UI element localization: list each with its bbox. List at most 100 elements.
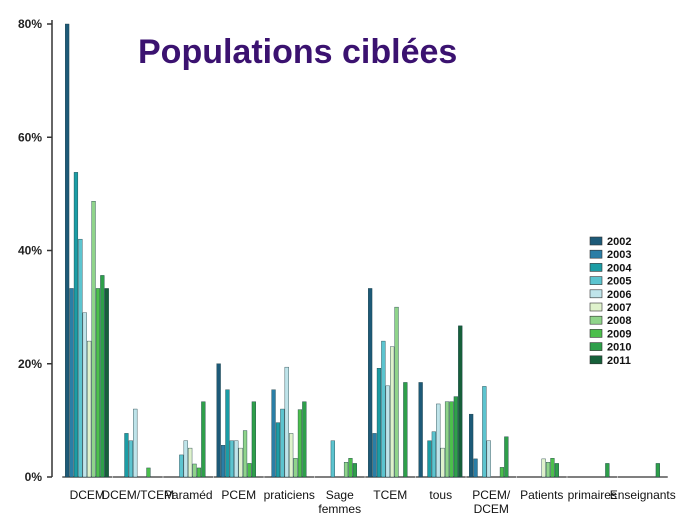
bar xyxy=(368,288,373,478)
bar xyxy=(394,306,399,478)
bar xyxy=(82,312,87,478)
bar xyxy=(403,382,408,478)
x-tick-label: primaires xyxy=(568,488,617,502)
bar xyxy=(297,409,303,478)
bar xyxy=(247,463,252,478)
bar xyxy=(289,433,294,478)
bar xyxy=(192,463,197,478)
legend-label: 2011 xyxy=(607,355,631,367)
bar xyxy=(188,447,193,478)
bar xyxy=(444,401,450,478)
bar xyxy=(453,396,458,478)
bar xyxy=(376,368,382,478)
bar xyxy=(655,463,660,478)
bar xyxy=(348,458,353,478)
bar xyxy=(293,458,298,478)
bar xyxy=(431,431,436,478)
bar xyxy=(179,454,184,478)
bar xyxy=(216,363,221,478)
bar xyxy=(280,408,285,478)
bar xyxy=(104,288,109,478)
bar xyxy=(91,201,96,478)
x-tick-label: Sage femmes xyxy=(318,488,361,516)
x-tick-label: tous xyxy=(429,488,452,502)
bar xyxy=(65,23,70,478)
legend-label: 2003 xyxy=(607,249,631,261)
legend-swatch xyxy=(589,249,603,259)
bar xyxy=(87,340,92,478)
bar xyxy=(449,401,454,478)
legend-label: 2005 xyxy=(607,276,631,288)
legend-swatch xyxy=(589,342,603,351)
bar xyxy=(78,238,83,478)
legend-swatch xyxy=(589,355,603,365)
bar xyxy=(271,389,276,478)
bars xyxy=(62,23,668,478)
bar xyxy=(469,413,474,478)
bar xyxy=(284,366,289,478)
bar xyxy=(482,386,487,478)
bar xyxy=(541,458,546,478)
x-tick-label: DCEM/TCEM xyxy=(101,488,174,502)
legend-swatch xyxy=(589,276,603,285)
bar xyxy=(128,440,133,478)
bar xyxy=(330,440,335,478)
y-tick-label: 40% xyxy=(18,244,42,258)
y-tick-label: 20% xyxy=(18,357,42,371)
bar xyxy=(133,408,138,478)
bar xyxy=(554,463,559,478)
chart-title: Populations ciblées xyxy=(138,33,457,71)
bar xyxy=(251,401,256,478)
bar xyxy=(95,288,101,478)
legend-swatch xyxy=(589,329,603,338)
bar xyxy=(229,440,234,478)
bar xyxy=(440,447,445,478)
x-tick-label: PCEM xyxy=(221,488,256,502)
legend-label: 2008 xyxy=(607,315,631,327)
bar xyxy=(390,346,395,478)
bar xyxy=(183,440,188,478)
legend-swatch xyxy=(589,263,603,272)
legend-swatch xyxy=(589,315,603,325)
legend-label: 2006 xyxy=(607,289,631,301)
bar xyxy=(372,433,377,478)
bar xyxy=(225,389,230,478)
bar xyxy=(504,436,509,478)
bar xyxy=(427,440,432,478)
bar xyxy=(69,288,74,478)
x-tick-label: DCEM xyxy=(70,488,105,502)
legend-swatch xyxy=(589,302,603,312)
bar xyxy=(220,445,226,478)
legend-swatch xyxy=(589,236,603,246)
bar xyxy=(343,462,349,478)
bar xyxy=(473,458,478,478)
bar xyxy=(385,385,390,478)
bar xyxy=(234,440,239,478)
axes: 0% 20% 40% 60% 80% xyxy=(18,17,53,484)
bar xyxy=(302,401,307,478)
bar xyxy=(73,172,79,478)
x-tick-label: TCEM xyxy=(373,488,407,502)
bar xyxy=(418,382,423,478)
y-tick-label: 0% xyxy=(25,470,43,484)
bar xyxy=(100,275,105,478)
legend-label: 2002 xyxy=(607,236,631,248)
bar xyxy=(545,462,551,478)
bar xyxy=(124,433,129,478)
x-tick-label: Enseignants xyxy=(610,488,676,502)
bar xyxy=(146,467,151,478)
legend-swatch xyxy=(589,289,603,299)
legend-label: 2009 xyxy=(607,328,631,340)
bar xyxy=(436,403,441,478)
bar xyxy=(499,467,505,478)
x-tick-label: praticiens xyxy=(264,488,315,502)
bar xyxy=(381,340,386,478)
bar xyxy=(486,440,491,478)
x-tick-label: Patients xyxy=(520,488,563,502)
x-tick-label: Paraméd xyxy=(164,488,213,502)
bar xyxy=(196,467,202,478)
